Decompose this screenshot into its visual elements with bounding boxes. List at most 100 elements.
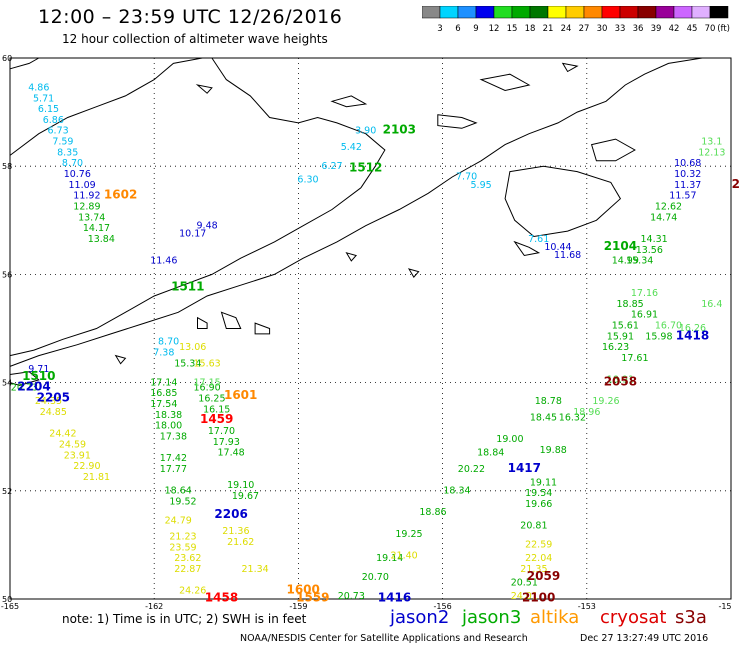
- wave-height-value: 17.16: [631, 288, 658, 299]
- lake-iliamna-west: [330, 95, 368, 108]
- wave-height-value: 21.81: [83, 472, 110, 483]
- wave-height-value: 24.35: [35, 396, 62, 407]
- pass-time-label: 1511: [171, 280, 204, 294]
- wave-height-value: 7.59: [52, 137, 73, 148]
- wave-height-value: 17.15: [193, 377, 220, 388]
- wave-height-value: 24.26: [179, 586, 206, 597]
- wave-height-value: 6.30: [297, 174, 318, 185]
- wave-height-value: 15.91: [607, 331, 634, 342]
- wave-height-value: 13.1: [701, 137, 722, 148]
- colorbar-tick-label: 27: [579, 24, 590, 34]
- trinity-islands: [513, 240, 541, 257]
- wave-height-value: 21.35: [520, 564, 547, 575]
- latitude-label: 60: [2, 54, 12, 63]
- colorbar-tick-label: 70: [705, 24, 716, 34]
- coastline: [9, 57, 703, 386]
- wave-height-value: 3.90: [355, 126, 376, 137]
- legend-altika: altika: [530, 607, 580, 628]
- wave-height-value: 19.10: [227, 480, 254, 491]
- pass-time-label: 2204: [17, 380, 50, 394]
- wave-height-value: 18.38: [155, 410, 182, 421]
- wave-height-value: 17.61: [621, 353, 648, 364]
- colorbar-tick-label: 12: [489, 24, 500, 34]
- lake-naknek: [437, 114, 478, 129]
- wave-height-value: 17.14: [150, 377, 177, 388]
- wave-height-value: 9.48: [197, 220, 218, 231]
- colorbar-tick-label: 18: [525, 24, 536, 34]
- longitude-label: -15: [718, 602, 731, 611]
- wave-height-value: 11.46: [150, 256, 177, 267]
- wave-height-value: 19.88: [540, 445, 567, 456]
- wave-height-value: 5.42: [341, 142, 362, 153]
- wave-height-value: 16.90: [193, 383, 220, 394]
- pass-time-label: 1510: [22, 369, 55, 383]
- wave-height-value: 15.61: [612, 321, 639, 332]
- wave-height-value: 19.52: [169, 496, 196, 507]
- wave-height-value: 17.77: [160, 464, 187, 475]
- wave-height-value: 18.34: [443, 486, 470, 497]
- wave-height-value: 13.74: [78, 212, 105, 223]
- legend-cryosat: cryosat: [600, 607, 667, 628]
- wave-height-value: 22.87: [174, 564, 201, 575]
- longitude-label: -156: [434, 602, 452, 611]
- wave-height-value: 10.68: [674, 158, 701, 169]
- wave-height-value: 18.00: [155, 421, 182, 432]
- wave-height-value: 21.40: [390, 550, 417, 561]
- unimak-island: [9, 371, 40, 386]
- wave-height-value: 15.98: [645, 331, 672, 342]
- kodiak-island: [504, 165, 622, 238]
- wave-height-value: 8.35: [57, 147, 78, 158]
- colorbar-tick-label: 39: [651, 24, 662, 34]
- wave-height-value: 24.42: [49, 429, 76, 440]
- wave-height-value: 6.73: [48, 126, 69, 137]
- peninsula-south-shore: [9, 57, 703, 367]
- wave-height-value: 23.59: [169, 542, 196, 553]
- map-frame: [9, 57, 732, 600]
- wave-height-value: 14.31: [640, 234, 667, 245]
- wave-height-value: 10.17: [179, 229, 206, 240]
- wave-height-value: 15.34: [626, 256, 653, 267]
- wave-height-value: 20.73: [11, 383, 38, 394]
- wave-height-value: 11.57: [669, 191, 696, 202]
- wave-height-value: 11.09: [68, 180, 95, 191]
- wave-height-value: 20.51: [511, 578, 538, 589]
- colorbar-tick-label: 45: [687, 24, 698, 34]
- wave-height-value: 18.64: [165, 486, 192, 497]
- wave-height-value: 18.45: [530, 413, 557, 424]
- wave-height-value: 6.15: [38, 104, 59, 115]
- wave-height-value: 12.13: [698, 147, 725, 158]
- latitude-label: 56: [2, 270, 12, 279]
- wave-height-value: 19.66: [525, 499, 552, 510]
- semidi-island: [407, 268, 420, 278]
- wave-height-value: 17.93: [213, 437, 240, 448]
- pass-time-label: 2104: [604, 239, 637, 253]
- pass-time-label: 2058: [604, 374, 637, 388]
- wave-height-value: 23.91: [64, 450, 91, 461]
- longitude-label: -159: [289, 602, 307, 611]
- page-subtitle: 12 hour collection of altimeter wave hei…: [62, 32, 328, 46]
- wave-height-value: 17.42: [160, 453, 187, 464]
- pass-time-label: 2205: [37, 391, 70, 405]
- wave-height-value: 16.25: [198, 394, 225, 405]
- wave-height-value: 16.91: [631, 310, 658, 321]
- wave-height-value: 18.86: [419, 507, 446, 518]
- wave-height-value: 16.32: [559, 413, 586, 424]
- wave-height-value: 12.89: [73, 202, 100, 213]
- wave-height-value: 22.90: [73, 461, 100, 472]
- wave-height-value: 6.27: [321, 161, 342, 172]
- wave-height-value: 16.70: [655, 321, 682, 332]
- wave-height-value: 4.86: [28, 83, 49, 94]
- upper-left-coast: [9, 57, 40, 70]
- latitude-label: 54: [2, 379, 12, 388]
- wave-height-value: 21.62: [227, 537, 254, 548]
- wave-height-value: 13.84: [88, 234, 115, 245]
- colorbar-unit: (ft): [717, 24, 730, 34]
- wave-height-value: 19.26: [592, 396, 619, 407]
- pass-time-label: 1602: [104, 188, 137, 202]
- wave-height-value: 24.59: [59, 440, 86, 451]
- wave-height-value: 18.91: [607, 375, 634, 386]
- pass-time-label: 2: [732, 177, 740, 191]
- credit-line: NOAA/NESDIS Center for Satellite Applica…: [240, 633, 528, 644]
- colorbar-tick-label: 15: [507, 24, 518, 34]
